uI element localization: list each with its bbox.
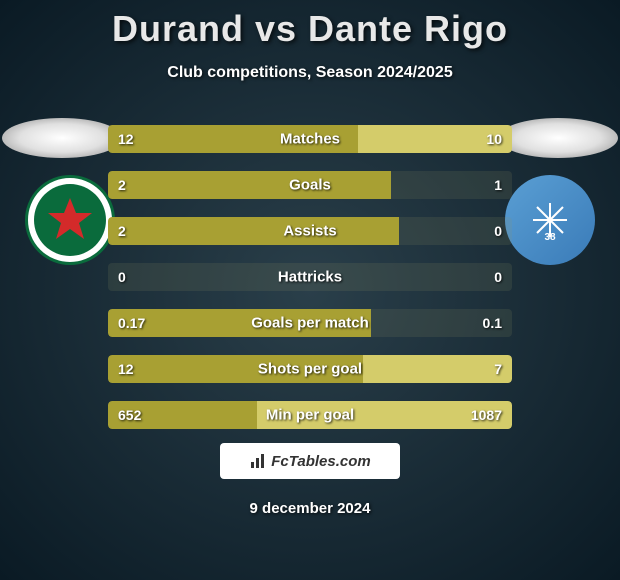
chart-icon <box>249 452 267 470</box>
stat-value-left: 0.17 <box>118 315 145 331</box>
stat-bar-left <box>108 217 399 245</box>
stat-value-right: 0 <box>494 223 502 239</box>
stat-row: Goals per match 0.17 0.1 <box>108 309 512 337</box>
stat-value-left: 12 <box>118 361 134 377</box>
stat-value-left: 12 <box>118 131 134 147</box>
stat-row: Min per goal 652 1087 <box>108 401 512 429</box>
stat-value-left: 2 <box>118 223 126 239</box>
team-badge-left <box>25 175 115 265</box>
stat-label: Matches <box>280 131 340 148</box>
stat-row: Hattricks 0 0 <box>108 263 512 291</box>
stat-value-right: 1 <box>494 177 502 193</box>
star-icon <box>45 195 95 245</box>
subtitle: Club competitions, Season 2024/2025 <box>0 64 620 82</box>
stat-label: Min per goal <box>266 407 354 424</box>
footer-brand[interactable]: FcTables.com <box>220 443 400 479</box>
date-label: 9 december 2024 <box>250 500 371 517</box>
stat-row: Shots per goal 12 7 <box>108 355 512 383</box>
stats-container: Matches 12 10 Goals 2 1 Assists 2 0 Hattricks 0 0 Go… <box>108 125 512 447</box>
page-title: Durand vs Dante Rigo <box>0 0 620 50</box>
stat-value-left: 0 <box>118 269 126 285</box>
comparison-card: Durand vs Dante Rigo Club competitions, … <box>0 0 620 580</box>
stat-row: Goals 2 1 <box>108 171 512 199</box>
snowflake-icon: 38 <box>525 195 575 245</box>
stat-value-right: 0.1 <box>483 315 502 331</box>
stat-value-right: 7 <box>494 361 502 377</box>
svg-text:38: 38 <box>544 232 556 243</box>
stat-value-right: 1087 <box>471 407 502 423</box>
stat-value-right: 0 <box>494 269 502 285</box>
stat-label: Shots per goal <box>258 361 362 378</box>
stat-bar-left <box>108 171 391 199</box>
footer-brand-text: FcTables.com <box>271 453 370 470</box>
stat-row: Assists 2 0 <box>108 217 512 245</box>
stat-label: Goals per match <box>251 315 369 332</box>
stat-value-left: 652 <box>118 407 141 423</box>
stat-row: Matches 12 10 <box>108 125 512 153</box>
team-badge-right: 38 <box>505 175 595 265</box>
avatar-right <box>498 118 618 158</box>
stat-bar-right <box>363 355 512 383</box>
stat-label: Assists <box>283 223 336 240</box>
stat-label: Hattricks <box>278 269 342 286</box>
stat-label: Goals <box>289 177 331 194</box>
stat-value-right: 10 <box>486 131 502 147</box>
avatar-left <box>2 118 122 158</box>
stat-value-left: 2 <box>118 177 126 193</box>
